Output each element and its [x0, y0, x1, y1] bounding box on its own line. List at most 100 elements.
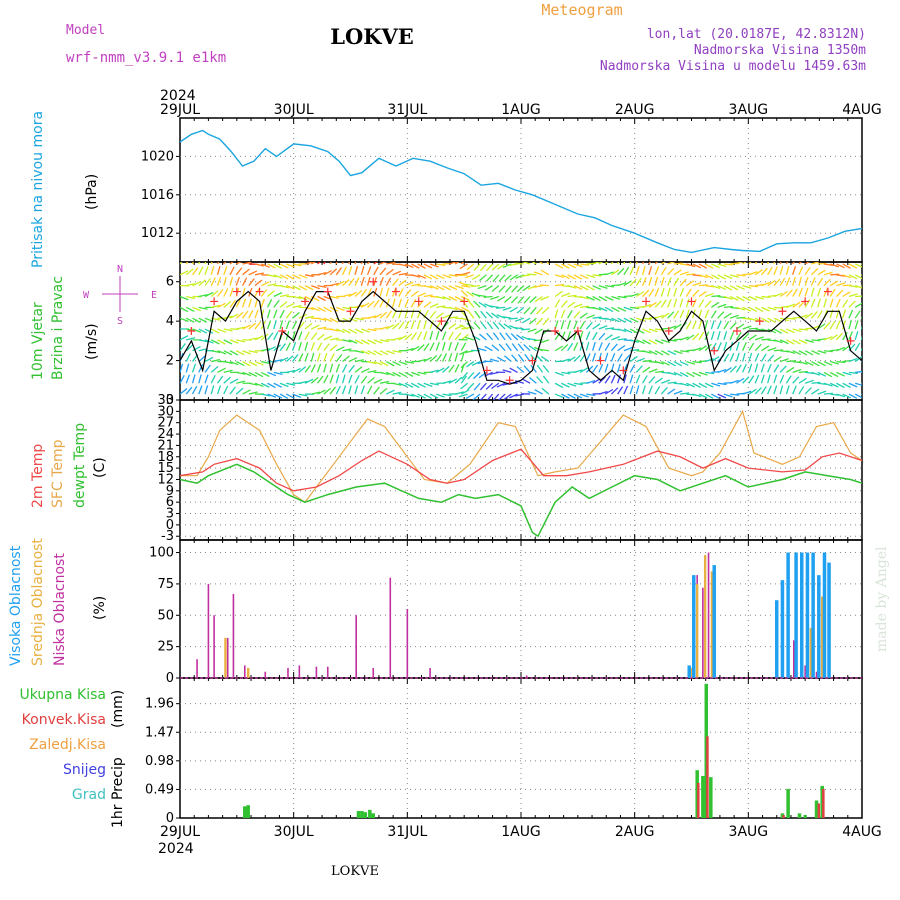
wind-arrow	[317, 375, 324, 384]
wind-arrow	[760, 363, 765, 373]
wind-arrow	[667, 360, 676, 367]
wind-arrow	[298, 341, 302, 351]
wind-arrow	[811, 339, 821, 342]
wind-arrow	[792, 385, 797, 395]
wind-arrow	[367, 350, 376, 356]
wind-arrow	[411, 263, 420, 269]
wind-arrow	[710, 331, 715, 341]
wind-arrow	[573, 354, 581, 363]
wind-arrow	[279, 382, 289, 388]
wind-gust-marker	[573, 327, 582, 335]
wind-arrow	[360, 276, 365, 286]
wind-arrow	[729, 331, 735, 341]
y-tick-label: 3	[166, 507, 174, 522]
wind-arrow	[729, 295, 739, 301]
wind-arrow	[792, 262, 795, 265]
wind-arrow	[648, 266, 653, 276]
wind-arrow	[185, 363, 190, 373]
wind-arrow	[235, 299, 241, 308]
wind-arrow	[342, 279, 350, 287]
wind-arrow	[854, 320, 859, 330]
wind-arrow	[773, 339, 783, 344]
wind-arrow	[348, 262, 351, 265]
wind-arrow	[527, 390, 537, 395]
wind-arrow	[448, 352, 453, 362]
wind-arrow	[761, 317, 770, 324]
wind-arrow	[210, 262, 213, 265]
y-tick-label: 0	[166, 811, 174, 826]
wind-arrow	[661, 360, 670, 366]
wind-arrow	[373, 350, 383, 356]
wind-arrow	[304, 364, 311, 373]
wind-arrow	[460, 289, 469, 297]
mid-cloud-ylabel: Srednja Oblacnost	[30, 538, 46, 666]
wind-arrow	[503, 323, 512, 330]
wind-arrow	[642, 317, 652, 321]
wind-arrow	[442, 274, 452, 279]
wind-arrow	[279, 294, 289, 298]
wind-arrow	[648, 339, 658, 345]
wind-arrow	[710, 310, 717, 319]
wind-arrow	[486, 263, 494, 272]
wind-arrow	[854, 382, 862, 386]
wind-arrow	[717, 368, 727, 374]
wind-arrow	[367, 328, 377, 332]
wind-arrow	[717, 342, 722, 351]
wind-arrow	[539, 348, 549, 352]
wind-arrow	[317, 306, 326, 313]
wind-arrow	[342, 293, 352, 298]
wind-arrow	[534, 295, 543, 303]
wind-arrow	[635, 365, 643, 373]
wind-arrow	[798, 350, 808, 356]
wind-arrow	[573, 369, 583, 374]
wind-arrow	[573, 320, 578, 330]
wind-arrow	[729, 285, 739, 291]
wind-arrow	[273, 263, 282, 269]
wind-arrow	[817, 371, 827, 377]
wind-arrow	[623, 374, 627, 384]
wind-arrow	[497, 263, 506, 270]
wind-arrow	[692, 298, 697, 308]
wind-arrow	[285, 342, 291, 352]
wind-arrow	[335, 363, 340, 373]
wind-arrow	[829, 320, 836, 330]
wind-arrow	[242, 360, 251, 367]
wind-arrow	[585, 341, 590, 351]
wind-arrow	[304, 352, 309, 362]
wind-arrow	[391, 298, 396, 308]
wind-arrow	[502, 369, 512, 374]
wind-arrow	[298, 393, 308, 397]
wind-arrow	[317, 295, 326, 302]
wind-arrow	[586, 285, 595, 291]
wind-arrow	[698, 393, 708, 399]
wind-arrow	[517, 353, 525, 362]
wind-arrow	[723, 366, 732, 373]
wind-arrow	[592, 285, 602, 291]
wind-arrow	[854, 285, 862, 289]
panel-frame	[179, 117, 863, 263]
wind-arrow	[654, 339, 664, 345]
wind-arrow	[711, 382, 721, 387]
wind-arrow	[360, 385, 365, 395]
wind-arrow	[692, 360, 702, 364]
wind-arrow	[180, 388, 188, 395]
wind-arrow	[673, 390, 683, 395]
y-tick-label: 1.96	[145, 697, 174, 712]
wind-arrow	[748, 388, 757, 395]
wind-arrow	[360, 375, 368, 384]
wind-arrow	[742, 306, 752, 312]
wind-arrow	[373, 287, 378, 297]
wind-arrow	[654, 300, 662, 308]
wind-arrow	[467, 299, 475, 308]
wind-arrow	[474, 310, 481, 319]
x-tick-label-top: 4AUG	[842, 102, 882, 118]
wind-arrow	[423, 274, 433, 280]
wind-arrow	[817, 269, 826, 276]
wind-arrow	[185, 317, 195, 323]
wind-arrow	[648, 350, 658, 355]
wind-arrow	[567, 263, 577, 269]
wind-arrow	[216, 288, 224, 297]
wind-arrow	[854, 263, 862, 268]
wind-arrow	[723, 312, 732, 319]
wind-arrow	[477, 285, 487, 290]
